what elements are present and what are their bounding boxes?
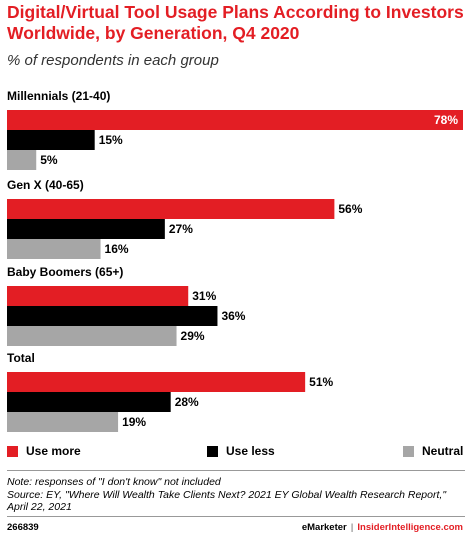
- brand-emarketer: eMarketer: [301, 522, 347, 533]
- chart-subtitle: % of respondents in each group: [7, 52, 219, 69]
- data-label: 78%: [434, 113, 458, 127]
- legend-item-neutral: Neutral: [403, 444, 463, 458]
- data-label: 51%: [309, 375, 333, 389]
- bar-use-more: [7, 372, 306, 392]
- brand-insider-intelligence: InsiderIntelligence.com: [357, 522, 463, 533]
- bar-use-more: [7, 110, 463, 130]
- footer-brand: eMarketer | InsiderIntelligence.com: [302, 522, 463, 533]
- legend-swatch-use-less: [207, 445, 218, 457]
- footnote: Note: responses of "I don't know" not in…: [7, 476, 465, 514]
- legend-item-use-more: Use more: [7, 444, 81, 458]
- bar-use-less: [7, 130, 95, 150]
- source-text: Source: EY, "Where Will Wealth Take Clie…: [7, 488, 447, 514]
- data-label: 36%: [221, 309, 245, 323]
- data-label: 31%: [192, 289, 216, 303]
- bar-neutral: [7, 150, 37, 170]
- bar-chart: Millennials (21-40) 78% 15% 5% Gen X (40-65)…: [7, 89, 463, 432]
- chart-title: Digital/Virtual Tool Usage Plans Accordi…: [7, 2, 464, 43]
- group-label: Gen X (40-65): [7, 178, 84, 192]
- bar-use-less: [7, 219, 165, 239]
- bar-neutral: [7, 326, 177, 346]
- group-label: Baby Boomers (65+): [7, 265, 123, 279]
- bar-neutral: [7, 412, 119, 432]
- bar-use-less: [7, 392, 171, 412]
- group-label: Total: [7, 351, 35, 365]
- bar-use-less: [7, 306, 218, 326]
- bar-use-more: [7, 199, 335, 219]
- note-text: Note: responses of "I don't know" not in…: [7, 476, 221, 488]
- legend-label-use-more: Use more: [26, 444, 81, 458]
- data-label: 15%: [99, 133, 123, 147]
- group-label: Millennials (21-40): [7, 89, 110, 103]
- chart-id: 266839: [7, 522, 39, 533]
- data-label: 56%: [338, 202, 362, 216]
- legend-swatch-use-more: [7, 445, 18, 457]
- divider-bottom: [7, 516, 465, 517]
- bar-neutral: [7, 239, 101, 259]
- legend: Use more Use less Neutral: [7, 444, 465, 460]
- data-label: 28%: [175, 395, 199, 409]
- legend-swatch-neutral: [403, 445, 414, 457]
- data-label: 19%: [122, 415, 146, 429]
- bar-use-more: [7, 286, 189, 306]
- brand-separator: |: [350, 522, 354, 533]
- data-label: 16%: [105, 242, 129, 256]
- legend-label-neutral: Neutral: [422, 444, 464, 458]
- divider-top: [7, 470, 465, 471]
- data-label: 29%: [181, 329, 205, 343]
- data-label: 27%: [169, 222, 193, 236]
- data-label: 5%: [40, 153, 58, 167]
- legend-item-use-less: Use less: [207, 444, 275, 458]
- legend-label-use-less: Use less: [226, 444, 275, 458]
